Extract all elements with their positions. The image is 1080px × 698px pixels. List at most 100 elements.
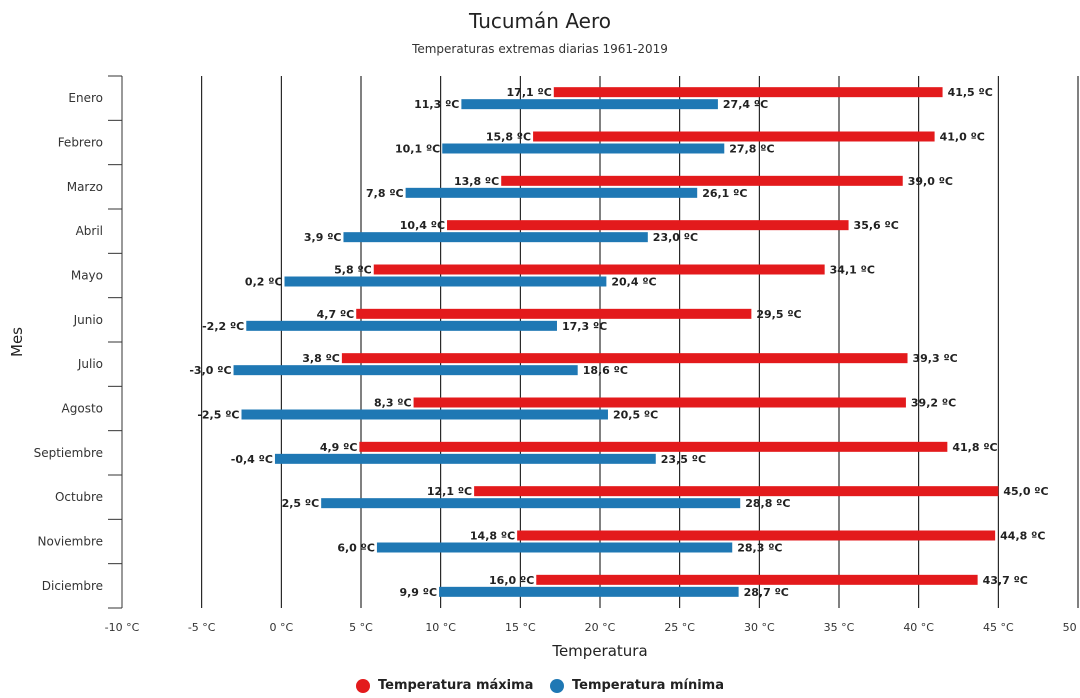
bar-min xyxy=(233,365,578,376)
data-label-low: 4,9 ºC xyxy=(320,441,358,454)
bar-max xyxy=(553,87,943,98)
y-tick-label: Agosto xyxy=(62,402,103,416)
data-label-high: 41,8 ºC xyxy=(952,441,997,454)
x-tick-label: 10 °C xyxy=(425,621,456,634)
bar-min xyxy=(343,232,648,243)
data-label-low: -0,4 ºC xyxy=(231,453,273,466)
x-tick-label: 0 °C xyxy=(269,621,293,634)
y-tick-label: Abril xyxy=(76,224,103,238)
x-tick-label: 15 °C xyxy=(505,621,536,634)
data-label-low: 0,2 ºC xyxy=(245,276,283,289)
data-label-high: 34,1 ºC xyxy=(830,264,875,277)
y-tick-label: Octubre xyxy=(55,490,103,504)
bar-max xyxy=(341,353,908,364)
x-tick-label: 40 °C xyxy=(903,621,934,634)
y-tick-label: Septiembre xyxy=(34,446,103,460)
x-axis-title: Temperatura xyxy=(551,642,647,660)
chart-title: Tucumán Aero xyxy=(469,9,611,33)
data-label-low: 9,9 ºC xyxy=(399,586,437,599)
data-label-low: 12,1 ºC xyxy=(427,485,472,498)
data-label-high: 28,3 ºC xyxy=(737,542,782,555)
data-label-low: -2,2 ºC xyxy=(202,320,244,333)
y-tick-label: Junio xyxy=(73,313,103,327)
data-label-low: 14,8 ºC xyxy=(470,530,515,543)
bar-max xyxy=(536,574,978,585)
bar-max xyxy=(359,441,948,452)
bar-min xyxy=(442,143,725,154)
data-label-low: 8,3 ºC xyxy=(374,397,412,410)
legend-label-min: Temperatura mínima xyxy=(571,678,725,693)
data-label-high: 35,6 ºC xyxy=(854,219,899,232)
data-label-high: 23,0 ºC xyxy=(653,231,698,244)
y-tick-label: Diciembre xyxy=(42,579,103,593)
data-label-low: 3,9 ºC xyxy=(304,231,342,244)
data-label-high: 29,5 ºC xyxy=(756,308,801,321)
x-tick-label: -10 °C xyxy=(105,621,140,634)
y-tick-label: Noviembre xyxy=(38,535,104,549)
x-tick-label: 20 °C xyxy=(585,621,616,634)
data-label-low: 17,1 ºC xyxy=(507,86,552,99)
bar-min xyxy=(284,276,607,287)
data-label-low: -2,5 ºC xyxy=(197,409,239,422)
data-label-high: 18,6 ºC xyxy=(583,364,628,377)
bar-min xyxy=(461,99,718,110)
data-label-high: 45,0 ºC xyxy=(1003,485,1048,498)
x-tick-label: 25 °C xyxy=(664,621,695,634)
data-label-low: 16,0 ºC xyxy=(489,574,534,587)
x-tick-label: 35 °C xyxy=(824,621,855,634)
y-tick-label: Julio xyxy=(77,357,103,371)
chart-legend: Temperatura máxima Temperatura mínima xyxy=(0,678,1080,697)
legend-item-max[interactable]: Temperatura máxima xyxy=(355,678,534,693)
data-label-high: 27,8 ºC xyxy=(729,143,774,156)
bar-max xyxy=(533,131,935,142)
bar-max xyxy=(517,530,996,541)
data-label-low: 2,5 ºC xyxy=(282,497,320,510)
data-label-low: 15,8 ºC xyxy=(486,131,531,144)
chart-subtitle: Temperaturas extremas diarias 1961-2019 xyxy=(412,42,668,56)
data-label-low: 7,8 ºC xyxy=(366,187,404,200)
data-label-high: 20,5 ºC xyxy=(613,409,658,422)
bar-max xyxy=(413,397,906,408)
bar-min xyxy=(439,586,739,597)
data-label-high: 27,4 ºC xyxy=(723,98,768,111)
legend-label-max: Temperatura máxima xyxy=(377,678,534,693)
data-label-low: 10,4 ºC xyxy=(400,219,445,232)
data-label-high: 43,7 ºC xyxy=(983,574,1028,587)
bar-min xyxy=(321,498,741,509)
data-label-high: 20,4 ºC xyxy=(611,276,656,289)
data-label-high: 23,5 ºC xyxy=(661,453,706,466)
y-tick-label: Marzo xyxy=(67,180,103,194)
x-tick-label: 50 °C xyxy=(1063,621,1080,634)
y-tick-label: Mayo xyxy=(71,269,103,283)
data-label-high: 28,8 ºC xyxy=(745,497,790,510)
x-tick-label: 45 °C xyxy=(983,621,1014,634)
legend-item-min[interactable]: Temperatura mínima xyxy=(549,678,725,693)
data-label-high: 39,3 ºC xyxy=(913,352,958,365)
bar-max xyxy=(447,220,849,231)
bar-min xyxy=(241,409,608,420)
y-axis-title: Mes xyxy=(8,327,26,357)
bar-min xyxy=(376,542,733,553)
data-label-low: 4,7 ºC xyxy=(317,308,355,321)
bar-max xyxy=(474,486,999,497)
data-label-high: 28,7 ºC xyxy=(744,586,789,599)
bar-max xyxy=(373,264,825,275)
data-label-high: 26,1 ºC xyxy=(702,187,747,200)
bar-min xyxy=(405,187,698,198)
data-label-high: 39,2 ºC xyxy=(911,397,956,410)
data-label-high: 17,3 ºC xyxy=(562,320,607,333)
data-label-low: 10,1 ºC xyxy=(395,143,440,156)
bar-min xyxy=(246,320,557,331)
x-tick-label: 30 °C xyxy=(744,621,775,634)
y-tick-label: Enero xyxy=(68,91,103,105)
bar-max xyxy=(501,175,903,186)
bar-min xyxy=(274,453,656,464)
y-tick-label: Febrero xyxy=(58,136,103,150)
data-label-high: 41,5 ºC xyxy=(948,86,993,99)
data-label-low: 3,8 ºC xyxy=(302,352,340,365)
data-label-high: 44,8 ºC xyxy=(1000,530,1045,543)
data-label-low: 11,3 ºC xyxy=(414,98,459,111)
x-tick-label: 5 °C xyxy=(349,621,373,634)
data-label-high: 39,0 ºC xyxy=(908,175,953,188)
bar-max xyxy=(356,308,752,319)
